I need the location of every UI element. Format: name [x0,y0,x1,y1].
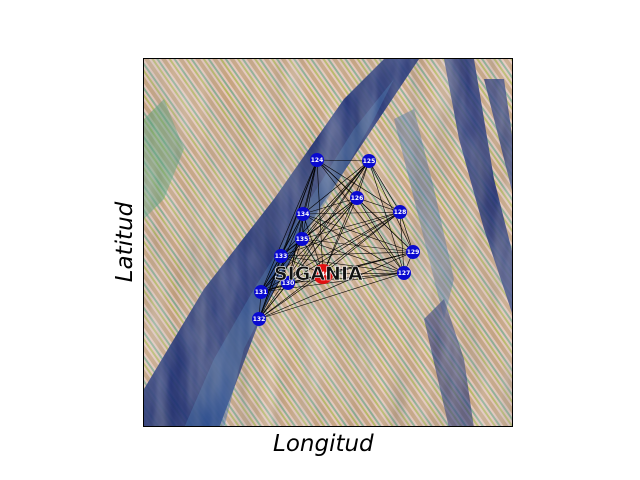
station-label: 140 [317,271,330,278]
map-panel: 124 125 126 128 134 135 129 133 127 130 131 132 140 … [143,58,513,427]
station-marker [350,191,364,205]
station-marker [274,249,288,263]
station-label: 131 [255,289,268,296]
edge-135-127 [301,238,405,274]
network-nodes: 124 125 126 128 134 135 129 133 127 130 131 132 140 [252,153,420,326]
station-label: 127 [398,270,411,277]
station-marker [397,266,411,280]
station-marker [310,153,324,167]
edge-124-135 [301,159,318,240]
edge-124-132 [258,159,318,320]
station-marker [362,154,376,168]
edge-134-130 [287,213,304,284]
edge-127-130 [287,272,405,284]
edge-127-132 [258,272,405,320]
station-126: 126 [350,191,364,205]
station-125: 125 [362,154,376,168]
edge-128-135 [301,211,401,240]
edge-130-132 [258,282,289,320]
edge-125-129 [368,160,414,253]
station-marker [254,285,268,299]
station-132: 132 [252,312,266,326]
station-134: 134 [296,207,310,221]
edge-126-129 [356,197,414,253]
edge-126-133 [280,197,358,257]
edge-125-130 [287,160,370,284]
edge-125-128 [368,160,401,213]
edge-125-131 [260,160,370,293]
edge-124-127 [316,159,405,274]
edge-134-140 [302,213,324,275]
edge-132-140 [258,273,324,320]
x-axis-label: Longitud [273,431,374,457]
station-marker [252,312,266,326]
station-133: 133 [274,249,288,263]
edge-124-125 [316,159,370,162]
station-label: 129 [407,249,420,256]
station-label: 135 [296,236,309,243]
edge-133-127 [280,255,405,274]
edge-129-133 [280,251,414,257]
edge-135-129 [301,238,414,253]
station-marker [296,207,310,221]
edge-125-140 [322,160,370,275]
y-axis-label: Latitud [112,201,138,283]
network-edges [258,159,414,320]
station-label: 133 [275,253,288,260]
edge-134-129 [302,213,414,253]
edge-126-128 [356,197,401,213]
center-label: SIGANIA [274,263,363,285]
edge-126-127 [356,197,405,274]
edge-128-129 [399,211,414,253]
edge-129-140 [322,251,414,275]
station-label: 132 [253,316,266,323]
station-label: 130 [282,280,295,287]
edge-126-134 [302,197,358,215]
edge-128-133 [280,211,401,257]
station-128: 128 [393,205,407,219]
station-label: 134 [297,211,310,218]
station-marker [281,276,295,290]
station-124: 124 [310,153,324,167]
station-135: 135 [295,232,309,246]
station-131: 131 [254,285,268,299]
station-label: 124 [311,157,324,164]
edge-128-127 [399,211,405,274]
station-marker [313,264,333,284]
edge-128-130 [287,211,401,284]
map-svg: 124 125126128134135129133127130131132140 … [144,59,512,426]
edge-128-134 [302,211,401,215]
edge-129-132 [258,251,414,320]
station-marker [295,232,309,246]
edge-124-131 [260,159,318,293]
terrain-background [144,59,512,426]
station-140: 140 [313,264,333,284]
station-marker [393,205,407,219]
edge-135-131 [260,238,303,293]
station-130: 130 [281,276,295,290]
edge-135-130 [287,238,303,284]
station-127: 127 [397,266,411,280]
edge-126-140 [322,197,358,275]
station-marker [406,245,420,259]
edge-125-134 [302,160,370,215]
edge-127-140 [322,272,405,275]
edge-135-132 [258,238,303,320]
station-label: 128 [394,209,407,216]
station-label: 125 [363,158,376,165]
edge-133-132 [258,255,282,320]
edge-125-135 [301,160,370,240]
station-label: 126 [351,195,364,202]
station-129: 129 [406,245,420,259]
edge-128-132 [258,211,401,320]
